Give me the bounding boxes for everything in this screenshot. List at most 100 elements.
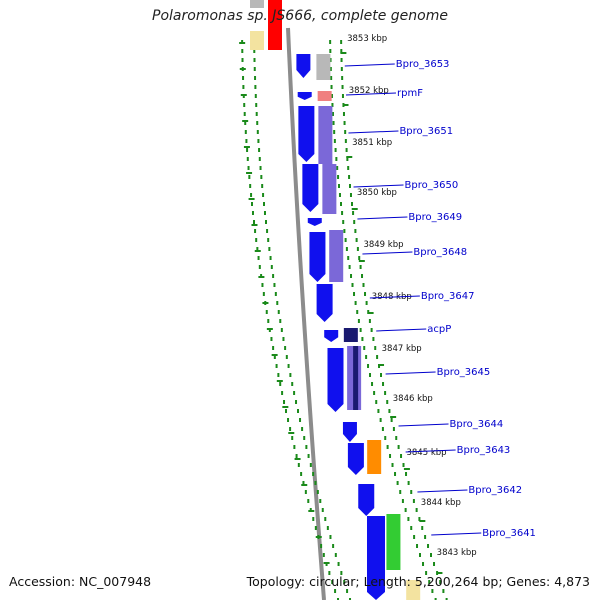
gene-label: rpmF (397, 88, 423, 99)
tick-ring-1-dash (295, 454, 298, 458)
tick-ring-2-dash (268, 247, 271, 251)
tick-ring-2-dash (258, 157, 261, 161)
tick-ring-2-dash (316, 490, 319, 494)
tick-ring-4-dash (405, 472, 408, 476)
tick-mark (276, 380, 283, 382)
tick-ring-1-dash (270, 337, 273, 341)
gene-label-leader (348, 130, 399, 134)
tick-ring-2-dash (269, 256, 272, 260)
tick-ring-1-dash (300, 472, 303, 476)
tick-ring-2-dash (261, 184, 264, 188)
tick-ring-1-dash (283, 400, 286, 404)
gene-label: Bpro_3648 (413, 247, 467, 258)
cog-bar-4 (322, 164, 337, 214)
tick-mark (288, 432, 295, 434)
kbp-label: 3849 kbp (363, 240, 403, 250)
tick-ring-2-dash (255, 112, 258, 116)
tick-ring-4-dash (343, 121, 346, 125)
tick-ring-1-dash (249, 184, 252, 188)
tick-ring-3-dash (401, 499, 404, 503)
tick-ring-4-dash (418, 517, 421, 521)
tick-ring-1-dash (291, 436, 294, 440)
gene-arrow-9 (327, 348, 344, 412)
tick-ring-1-dash (267, 319, 270, 323)
kbp-tick-mark (403, 468, 410, 470)
tick-ring-4-dash (376, 355, 379, 359)
gene-label-leader (385, 371, 436, 375)
tick-mark (239, 68, 246, 70)
tick-mark (323, 562, 330, 564)
tick-ring-2-dash (260, 175, 263, 179)
tick-ring-2-dash (299, 418, 302, 422)
tick-ring-1-dash (265, 310, 268, 314)
tick-ring-4-dash (372, 337, 375, 341)
tick-ring-2-dash (303, 436, 306, 440)
tick-ring-4-dash (429, 553, 432, 557)
tick-mark (240, 94, 247, 96)
kbp-label: 3853 kbp (347, 34, 387, 44)
cog-bar-9 (367, 440, 382, 474)
tick-ring-1-dash (273, 355, 276, 359)
tick-ring-4-dash (341, 94, 344, 98)
gene-label-leader (353, 184, 404, 188)
tick-ring-4-dash (351, 202, 354, 206)
kbp-tick-mark (378, 364, 385, 366)
tick-ring-3-dash (394, 472, 397, 476)
tick-ring-1-dash (258, 265, 261, 269)
tick-mark (266, 328, 273, 330)
gene-label-leader (344, 63, 395, 67)
kbp-tick-mark (342, 104, 349, 106)
tick-ring-4-dash (340, 49, 343, 53)
tick-ring-3-dash (341, 211, 344, 215)
tick-ring-4-dash (355, 238, 358, 242)
tick-ring-2-dash (263, 202, 266, 206)
tick-ring-3-dash (386, 445, 389, 449)
tick-ring-4-dash (390, 418, 393, 422)
tick-ring-1-dash (304, 490, 307, 494)
tick-ring-4-dash (362, 283, 365, 287)
gene-arrow-1 (296, 54, 311, 78)
tick-ring-2-dash (307, 454, 310, 458)
gene-arrow-10 (342, 422, 357, 442)
kbp-label: 3852 kbp (349, 86, 389, 96)
tick-ring-2-dash (273, 283, 276, 287)
tick-ring-1-dash (243, 112, 246, 116)
gene-label: Bpro_3641 (482, 528, 536, 539)
gene-label: Bpro_3642 (468, 485, 522, 496)
cog-bar-8 (353, 346, 359, 410)
kbp-tick-mark (436, 572, 443, 574)
gene-arrow-5 (307, 218, 322, 226)
tick-ring-1-dash (242, 76, 245, 80)
tick-ring-4-dash (358, 256, 361, 260)
tick-ring-3-dash (335, 157, 338, 161)
tick-ring-3-dash (379, 418, 382, 422)
tick-ring-3-dash (329, 58, 332, 62)
tick-ring-1-dash (302, 481, 305, 485)
tick-ring-3-dash (410, 526, 413, 530)
gene-arrow-8 (324, 330, 339, 342)
tick-ring-4-dash (424, 535, 427, 539)
tick-ring-3-dash (371, 382, 374, 386)
tick-ring-3-dash (347, 256, 350, 260)
gene-label-leader (362, 251, 413, 255)
kbp-tick-mark (367, 312, 374, 314)
page-title: Polaromonas sp. JS666, complete genome (152, 8, 448, 24)
kbp-tick-mark (419, 520, 426, 522)
cog-bar-5 (329, 230, 344, 282)
tick-ring-4-dash (344, 130, 347, 134)
tick-ring-1-dash (244, 121, 247, 125)
tick-ring-3-dash (330, 94, 333, 98)
gene-arrow-13 (366, 516, 385, 600)
tick-ring-4-dash (348, 184, 351, 188)
tick-ring-3-dash (344, 238, 347, 242)
tick-ring-3-dash (407, 517, 410, 521)
cog-bar-3 (318, 106, 333, 164)
tick-ring-2-dash (270, 265, 273, 269)
tick-ring-4-dash (365, 301, 368, 305)
tick-mark (301, 484, 308, 486)
tick-ring-4-dash (397, 445, 400, 449)
tick-ring-4-dash (388, 409, 391, 413)
tick-mark (294, 458, 301, 460)
tick-ring-3-dash (345, 247, 348, 251)
tick-ring-4-dash (346, 157, 349, 161)
